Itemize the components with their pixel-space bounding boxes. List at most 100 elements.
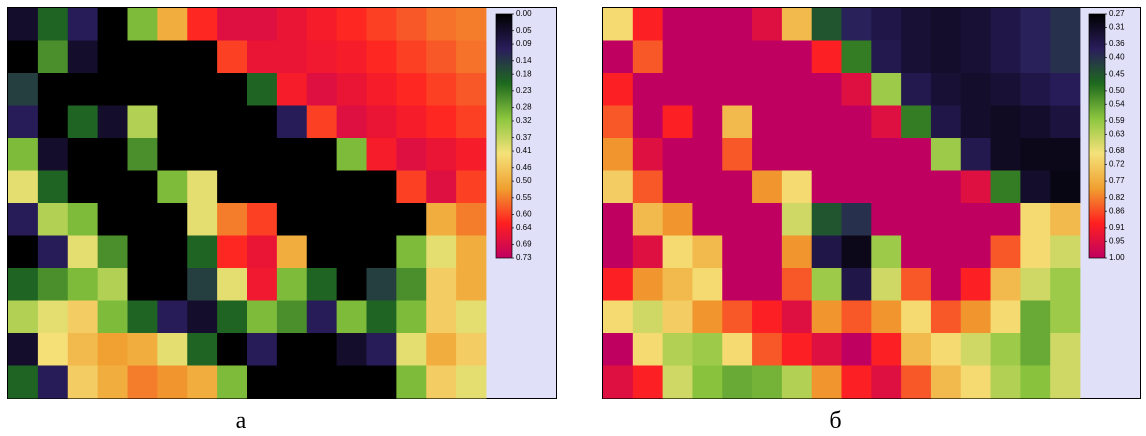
colorbar-tick-label: 0.68 bbox=[1109, 146, 1125, 155]
heatmap-cell bbox=[842, 301, 872, 334]
colorbar-tick-label: 0.82 bbox=[1109, 193, 1125, 202]
heatmap-cell bbox=[692, 268, 722, 301]
colorbar-tick-label: 0.40 bbox=[1109, 53, 1125, 62]
heatmap-cell bbox=[187, 301, 217, 334]
heatmap-cell bbox=[456, 41, 486, 74]
heatmap-cell bbox=[603, 268, 633, 301]
heatmap-cell bbox=[1050, 138, 1080, 171]
heatmap-cell bbox=[98, 268, 128, 301]
heatmap-cell bbox=[961, 366, 991, 399]
heatmap-cell bbox=[98, 73, 128, 106]
heatmap-cell bbox=[8, 138, 38, 171]
heatmap-cell bbox=[1050, 41, 1080, 74]
heatmap-cell bbox=[663, 73, 693, 106]
heatmap-cell bbox=[426, 73, 456, 106]
colorbar-tick-label: 0.28 bbox=[516, 103, 532, 112]
heatmap-cell bbox=[38, 333, 68, 366]
heatmap-cell bbox=[633, 41, 663, 74]
heatmap-cell bbox=[247, 268, 277, 301]
heatmap-cell bbox=[842, 8, 872, 41]
heatmap-cell bbox=[603, 236, 633, 269]
heatmap-cell bbox=[337, 366, 367, 399]
heatmap-cell bbox=[782, 366, 812, 399]
heatmap-cell bbox=[307, 73, 337, 106]
heatmap-cell bbox=[603, 333, 633, 366]
heatmap-cell bbox=[1050, 236, 1080, 269]
heatmap-cell bbox=[98, 106, 128, 139]
heatmap-cell bbox=[722, 41, 752, 74]
heatmap-cell bbox=[603, 203, 633, 236]
heatmap-cell bbox=[157, 203, 187, 236]
heatmap-cell bbox=[752, 333, 782, 366]
heatmap-cell bbox=[722, 366, 752, 399]
heatmap-cell bbox=[1020, 366, 1050, 399]
heatmap-cell bbox=[247, 301, 277, 334]
heatmap-cell bbox=[307, 171, 337, 204]
heatmap-cell bbox=[692, 333, 722, 366]
heatmap-cell bbox=[633, 268, 663, 301]
colorbar-tick-label: 0.41 bbox=[516, 146, 532, 155]
colorbar bbox=[1089, 14, 1105, 258]
heatmap-cell bbox=[692, 41, 722, 74]
heatmap-cell bbox=[396, 268, 426, 301]
heatmap-cell bbox=[367, 268, 397, 301]
heatmap-cell bbox=[128, 203, 158, 236]
heatmap-cell bbox=[663, 106, 693, 139]
colorbar-tick-label: 1.00 bbox=[1109, 253, 1125, 262]
heatmap-cell bbox=[337, 106, 367, 139]
heatmap-cell bbox=[337, 8, 367, 41]
heatmap-cell bbox=[842, 268, 872, 301]
heatmap-cell bbox=[367, 73, 397, 106]
heatmap-cell bbox=[426, 41, 456, 74]
heatmap-cell bbox=[633, 366, 663, 399]
heatmap-cell bbox=[991, 106, 1021, 139]
colorbar-tick-label: 0.32 bbox=[516, 116, 532, 125]
colorbar-tick-label: 0.73 bbox=[516, 253, 532, 262]
heatmap-cell bbox=[692, 8, 722, 41]
heatmap-cell bbox=[187, 73, 217, 106]
heatmap-cell bbox=[931, 236, 961, 269]
heatmap-cell bbox=[871, 73, 901, 106]
heatmap-cell bbox=[842, 73, 872, 106]
heatmap-cell bbox=[961, 301, 991, 334]
heatmap-cell bbox=[307, 41, 337, 74]
heatmap-cell bbox=[8, 73, 38, 106]
heatmap-cell bbox=[337, 236, 367, 269]
heatmap-cell bbox=[842, 106, 872, 139]
heatmap-cell bbox=[68, 41, 98, 74]
heatmap-cell bbox=[901, 171, 931, 204]
heatmap-cell bbox=[157, 236, 187, 269]
heatmap-cell bbox=[157, 106, 187, 139]
colorbar-tick-label: 0.00 bbox=[516, 9, 532, 18]
heatmap-cell bbox=[961, 73, 991, 106]
heatmap-cell bbox=[931, 8, 961, 41]
heatmap-cell bbox=[603, 106, 633, 139]
heatmap-cell bbox=[901, 106, 931, 139]
heatmap-cell bbox=[367, 366, 397, 399]
heatmap-cell bbox=[633, 171, 663, 204]
heatmap-cell bbox=[812, 106, 842, 139]
heatmap-cell bbox=[128, 171, 158, 204]
heatmap-cell bbox=[722, 301, 752, 334]
heatmap-cell bbox=[128, 333, 158, 366]
heatmap-cell bbox=[217, 203, 247, 236]
heatmap-cell bbox=[603, 41, 633, 74]
colorbar-tick-label: 0.59 bbox=[1109, 116, 1125, 125]
heatmap-cell bbox=[128, 301, 158, 334]
colorbar-tick-label: 0.60 bbox=[516, 210, 532, 219]
heatmap-cell bbox=[38, 8, 68, 41]
heatmap-cell bbox=[1020, 268, 1050, 301]
heatmap-cell bbox=[247, 203, 277, 236]
heatmap-cell bbox=[722, 203, 752, 236]
heatmap-cell bbox=[663, 301, 693, 334]
heatmap-cell bbox=[961, 171, 991, 204]
heatmap-cell bbox=[217, 236, 247, 269]
heatmap-cell bbox=[247, 73, 277, 106]
colorbar-tick-label: 0.55 bbox=[516, 193, 532, 202]
heatmap-cell bbox=[871, 41, 901, 74]
heatmap-cell bbox=[367, 236, 397, 269]
heatmap-cell bbox=[782, 268, 812, 301]
heatmap-cell bbox=[98, 333, 128, 366]
heatmap-cell bbox=[663, 236, 693, 269]
heatmap-cell bbox=[961, 138, 991, 171]
